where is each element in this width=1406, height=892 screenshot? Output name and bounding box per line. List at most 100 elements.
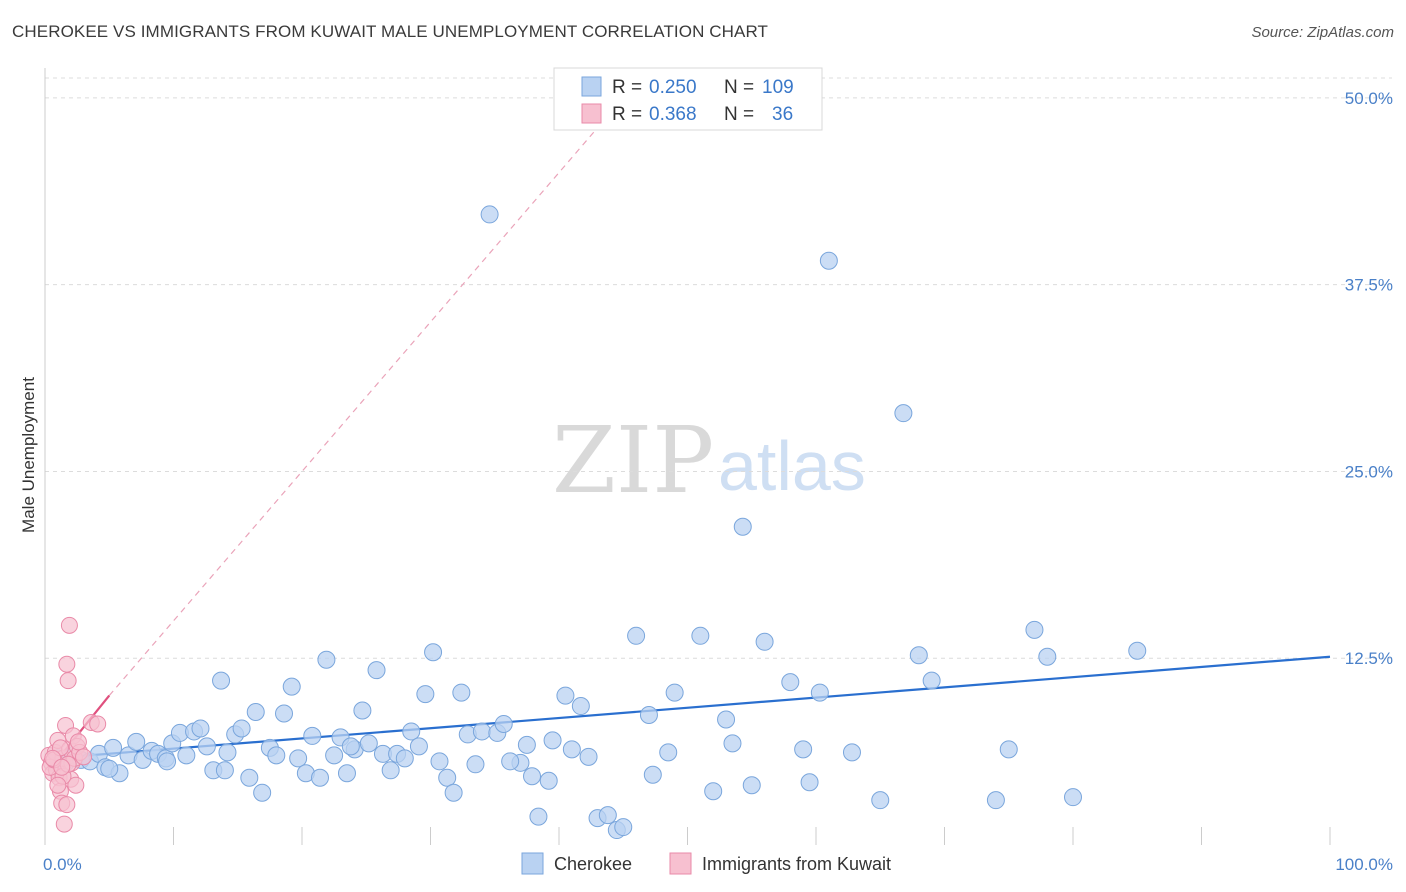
trend-line-kuwait-extension [108,127,599,696]
point-kuwait-13 [59,672,77,690]
point-kuwait-10 [55,815,73,833]
point-cherokee-50 [409,737,428,756]
point-cherokee-109 [659,743,678,762]
point-cherokee-93 [842,743,861,762]
point-cherokee-101 [1038,647,1057,666]
point-cherokee-62 [494,714,513,733]
legend-r-label-1: R = [612,77,642,98]
point-cherokee-98 [986,791,1005,810]
legend-n-label-2: N = [724,104,754,125]
point-cherokee-26 [240,768,259,787]
point-cherokee-19 [191,719,210,738]
point-kuwait-14 [60,616,78,634]
legend-r-value-2: 0.368 [649,104,697,125]
grid [45,77,1392,659]
point-cherokee-74 [598,806,617,825]
point-cherokee-83 [717,710,736,729]
point-kuwait-12 [58,655,76,673]
y-tick-label-2: 37.5% [1345,276,1393,295]
point-cherokee-89 [794,740,813,759]
x-tick-label-1: 100.0% [1335,855,1393,874]
point-cherokee-79 [643,765,662,784]
point-cherokee-58 [466,755,485,774]
point-cherokee-10 [127,732,146,751]
point-cherokee-78 [639,706,658,725]
point-cherokee-25 [232,719,251,738]
point-cherokee-72 [579,747,598,766]
point-cherokee-77 [627,626,646,645]
point-cherokee-42 [353,701,372,720]
point-kuwait-35 [53,758,71,776]
point-cherokee-37 [317,650,336,669]
point-cherokee-30 [267,746,286,765]
chart-title: CHEROKEE VS IMMIGRANTS FROM KUWAIT MALE … [12,22,769,41]
point-cherokee-49 [402,722,421,741]
point-cherokee-51 [416,685,435,704]
series-legend: Cherokee Immigrants from Kuwait [521,852,891,875]
point-cherokee-81 [691,626,710,645]
series-legend-label-cherokee: Cherokee [554,854,632,874]
point-cherokee-31 [275,704,294,723]
point-cherokee-33 [289,749,308,768]
point-cherokee-46 [381,761,400,780]
point-cherokee-40 [337,764,356,783]
point-cherokee-36 [310,768,329,787]
watermark: ZIP atlas [552,407,866,514]
series-legend-label-kuwait: Immigrants from Kuwait [702,854,891,874]
point-kuwait-15 [58,796,76,814]
point-cherokee-69 [556,686,575,705]
data-points [40,205,1147,840]
point-cherokee-90 [800,773,819,792]
point-cherokee-20 [197,737,216,756]
legend-r-label-2: R = [612,104,642,125]
point-cherokee-56 [452,683,471,702]
series-legend-swatch-cherokee [521,852,544,875]
point-cherokee-102 [1064,788,1082,807]
point-cherokee-104 [100,759,119,778]
point-cherokee-86 [742,776,761,795]
point-cherokee-52 [424,643,443,662]
point-kuwait-28 [49,776,67,794]
x-tick-label-0: 0.0% [43,855,82,874]
legend-swatch-kuwait [581,103,602,124]
point-cherokee-108 [501,752,520,771]
point-kuwait-34 [89,715,107,733]
correlation-legend: R = 0.250 N = 109 R = 0.368 N = 36 [553,67,823,131]
point-cherokee-35 [303,726,322,745]
point-cherokee-80 [665,683,684,702]
point-cherokee-99 [999,740,1018,759]
chart-source: Source: ZipAtlas.com [1251,24,1394,41]
y-tick-label-3: 50.0% [1345,89,1393,108]
legend-n-value-2: 36 [772,104,793,125]
point-cherokee-70 [562,740,581,759]
point-kuwait-32 [75,748,93,766]
point-cherokee-60 [480,205,499,224]
point-cherokee-97 [922,671,941,690]
point-kuwait-31 [69,733,87,751]
point-cherokee-44 [367,661,386,680]
point-cherokee-88 [781,673,800,692]
point-cherokee-53 [430,752,449,771]
point-cherokee-43 [359,734,378,753]
point-cherokee-55 [444,783,463,802]
point-cherokee-92 [819,251,838,270]
watermark-atlas: atlas [718,427,866,505]
point-cherokee-94 [871,791,890,810]
point-cherokee-71 [571,697,590,716]
y-axis-title: Male Unemployment [19,377,38,533]
point-cherokee-105 [158,752,177,771]
point-cherokee-95 [894,404,913,423]
point-cherokee-23 [218,743,237,762]
point-cherokee-65 [523,767,542,786]
point-cherokee-82 [704,782,723,801]
point-cherokee-107 [341,737,360,756]
point-cherokee-59 [472,722,491,741]
legend-swatch-cherokee [581,76,602,97]
point-cherokee-28 [253,783,272,802]
point-cherokee-22 [212,671,231,690]
point-cherokee-100 [1025,620,1044,639]
point-cherokee-32 [282,677,301,696]
point-cherokee-17 [177,746,196,765]
legend-r-value-1: 0.250 [649,77,697,98]
